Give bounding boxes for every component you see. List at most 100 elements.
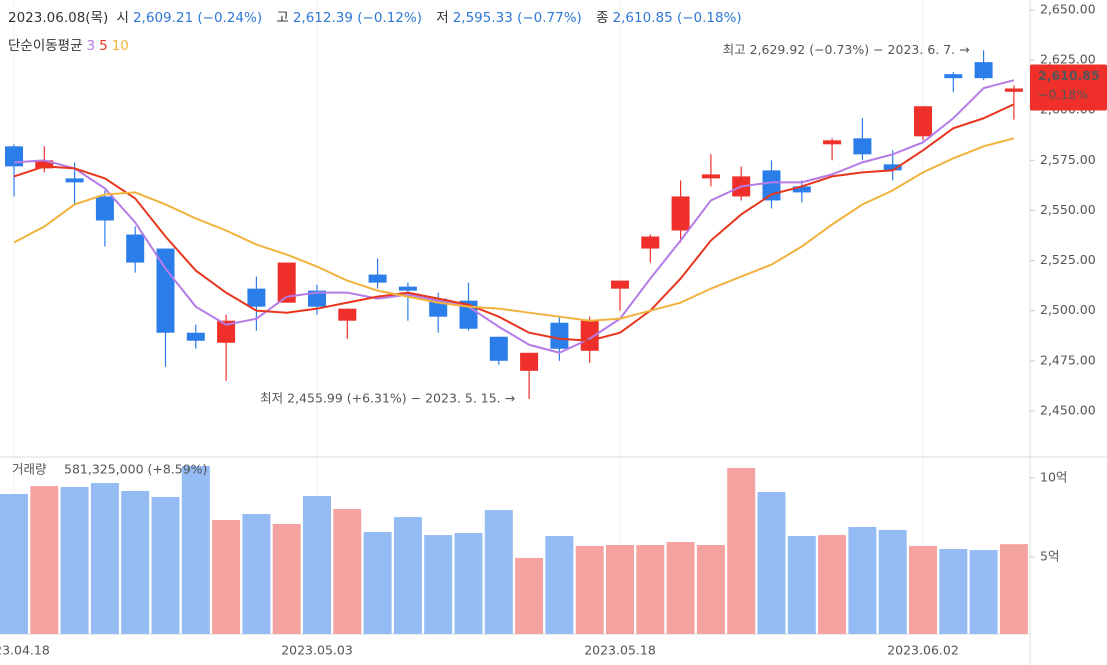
y-tick-label: 2,500.00 [1040, 302, 1096, 317]
value: 2,612.39 (−0.12%) [292, 10, 422, 26]
volume-bar [666, 541, 695, 634]
legend-entry: 5 [99, 38, 108, 54]
high-annotation: 최고 2,629.92 (−0.73%) − 2023. 6. 7. → [723, 42, 970, 57]
candle-body [308, 290, 326, 307]
volume-bar [818, 535, 847, 634]
candle-body [247, 288, 266, 307]
x-tick-label: 2023.04.18 [0, 643, 50, 658]
volume-bar [272, 523, 301, 634]
volume-bar [848, 526, 877, 634]
ma-line [13, 103, 1015, 342]
candle-body [1004, 88, 1023, 92]
candle-body [641, 236, 660, 249]
y-tick-label: 2,475.00 [1040, 352, 1096, 367]
volume-bar [696, 544, 725, 634]
x-tick-label: 2023.05.03 [281, 643, 353, 658]
volume-bar [878, 529, 907, 634]
candle-body [368, 274, 387, 283]
ma-line [13, 137, 1015, 322]
y-tick-label: 2,625.00 [1040, 52, 1096, 67]
value: 2,610.85 (−0.18%) [612, 10, 742, 26]
y-tick-label: 5억 [1040, 549, 1059, 564]
volume-label: 거래량 [12, 462, 47, 477]
volume-bar [999, 544, 1028, 634]
volume-bar [515, 557, 544, 634]
ma-line [13, 79, 1015, 354]
x-tick-label: 2023.05.18 [584, 643, 656, 658]
legend-entry: 3 [86, 38, 96, 54]
volume-bar [727, 468, 756, 634]
volume-bar [606, 544, 634, 634]
volume-bar [30, 486, 59, 634]
value: 2,595.33 (−0.77%) [452, 10, 582, 26]
candle-body [186, 332, 205, 341]
volume-bar [393, 517, 422, 634]
candle-body [823, 140, 842, 145]
legend: 단순이동평균 3 5 10 [8, 34, 133, 54]
candle-body [611, 280, 629, 289]
candle-body [489, 336, 508, 361]
volume-bar [181, 466, 210, 634]
candle-body [65, 178, 84, 183]
volume-bar [151, 496, 180, 634]
volume-bar [939, 548, 968, 634]
legend-title: 단순이동평균 [8, 38, 83, 54]
date: 2023.06.08(목) [8, 10, 109, 26]
label: 시 [116, 10, 129, 26]
candle-body [35, 160, 54, 169]
candle-body [762, 170, 781, 201]
volume-bar [333, 508, 362, 634]
label: 고 [276, 10, 289, 26]
volume-bar [787, 535, 816, 634]
legend-entry: 10 [111, 38, 129, 54]
volume-bar [454, 532, 483, 634]
low-annotation: 최저 2,455.99 (+6.31%) − 2023. 5. 15. → [260, 390, 515, 405]
candle-body [914, 106, 932, 137]
candle-body [520, 352, 539, 371]
ohlc-header: 2023.06.08(목) 시 2,609.21 (−0.24%) 고 2,612.… [8, 6, 752, 26]
volume-bar [909, 545, 937, 634]
volume-value: 581,325,000 (+8.59%) [64, 462, 207, 477]
candle-body [853, 138, 872, 155]
volume-bar [424, 535, 453, 634]
candle-body [671, 196, 690, 231]
volume-bar [484, 510, 513, 634]
volume-bar [575, 545, 604, 634]
volume-bar [0, 493, 28, 634]
volume-bar [90, 483, 119, 634]
candle-body [550, 322, 569, 349]
price-tag-value: 2,610.85 [1038, 68, 1100, 83]
candle-body [217, 320, 236, 343]
price-tag [1030, 64, 1107, 111]
volume-bar [212, 520, 241, 634]
volume-bar [363, 532, 392, 634]
x-tick-label: 2023.06.02 [887, 643, 959, 658]
volume-bar [121, 490, 150, 634]
price-tag-change: −0.18% [1038, 87, 1088, 102]
y-tick-label: 2,525.00 [1040, 252, 1096, 267]
candle-body [156, 248, 175, 333]
y-tick-label: 2,575.00 [1040, 152, 1096, 167]
label: 종 [596, 10, 609, 26]
volume-bar [969, 550, 998, 634]
label: 저 [436, 10, 449, 26]
volume-bar [636, 544, 665, 634]
candle-body [944, 74, 963, 79]
candle-body [126, 234, 145, 263]
candle-body [95, 196, 114, 221]
candle-body [792, 186, 811, 193]
candle-body [701, 174, 720, 179]
volume-bar [545, 535, 574, 634]
y-tick-label: 2,550.00 [1040, 202, 1096, 217]
value: 2,609.21 (−0.24%) [132, 10, 263, 26]
volume-bar [60, 487, 89, 634]
candle-body [277, 262, 296, 303]
y-tick-label: 2,650.00 [1040, 2, 1096, 17]
candle-body [338, 308, 357, 321]
volume-bar [757, 492, 786, 634]
candle-body [974, 62, 993, 79]
volume-bar [242, 514, 271, 634]
candle-body [883, 164, 902, 171]
